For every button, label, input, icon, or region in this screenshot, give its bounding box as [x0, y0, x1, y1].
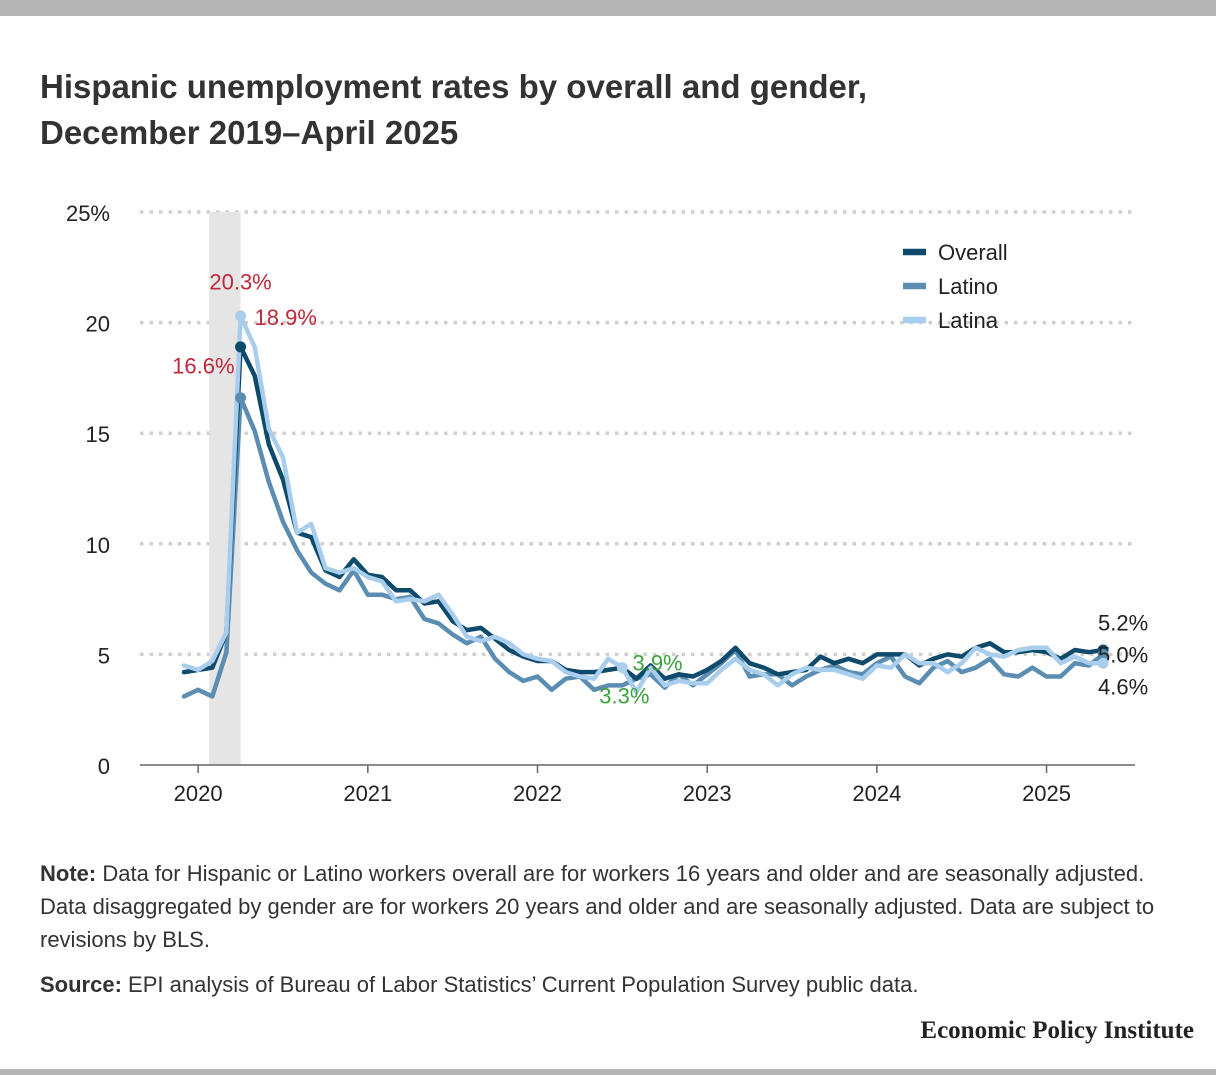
annotation-marker: [235, 310, 247, 322]
legend-label-overall: Overall: [938, 240, 1008, 265]
x-tick-label: 2020: [174, 781, 223, 806]
x-tick-label: 2023: [683, 781, 732, 806]
epi-logo-text: Economic Policy Institute: [920, 1017, 1194, 1044]
y-tick-label: 10: [86, 533, 110, 558]
annotation-peak-label: 16.6%: [172, 353, 234, 378]
chart-title-line-1: Hispanic unemployment rates by overall a…: [40, 68, 868, 105]
chart-title-line-2: December 2019–April 2025: [40, 114, 459, 151]
series-end-marker-latina: [1097, 657, 1109, 669]
annotation-marker: [235, 392, 247, 404]
y-tick-label: 5: [98, 643, 110, 668]
x-tick-label: 2022: [513, 781, 562, 806]
source-label: Source:: [40, 972, 122, 997]
source-text: EPI analysis of Bureau of Labor Statisti…: [128, 972, 919, 997]
annotation-marker: [235, 341, 247, 353]
annotation-marker: [616, 662, 628, 674]
x-tick-label: 2021: [343, 781, 392, 806]
note: Note: Data for Hispanic or Latino worker…: [40, 857, 1190, 956]
end-value-label-latina: 4.6%: [1098, 674, 1148, 699]
end-value-label-overall: 5.2%: [1098, 610, 1148, 635]
top-border: [0, 0, 1216, 16]
series-end-marker-latino: [1097, 648, 1109, 660]
data-series: [181, 313, 1106, 699]
notes-block: Note: Data for Hispanic or Latino worker…: [40, 857, 1190, 1001]
y-tick-label: 0: [98, 754, 110, 779]
annotation-low-label: 3.3%: [599, 684, 649, 709]
note-text: Data for Hispanic or Latino workers over…: [40, 861, 1155, 952]
annotation-peak-label: 18.9%: [255, 305, 317, 330]
legend-label-latina: Latina: [938, 308, 999, 333]
y-tick-label: 20: [86, 312, 110, 337]
source: Source: EPI analysis of Bureau of Labor …: [40, 968, 1190, 1001]
bottom-border: [0, 1069, 1216, 1075]
chart-title: Hispanic unemployment rates by overall a…: [40, 64, 1140, 156]
note-label: Note:: [40, 861, 97, 886]
axes: 0 5 10 15 20 25% 2020 2021 2022 2023 2024 2025: [66, 201, 1135, 806]
series-line-latina: [181, 313, 1106, 695]
x-tick-label: 2025: [1022, 781, 1071, 806]
annotations: 5.2%5.0%4.6%20.3%18.9%16.6%3.9%3.3%: [172, 269, 1148, 708]
annotation-peak-label: 20.3%: [209, 269, 271, 294]
annotation-low-label: 3.9%: [632, 651, 682, 676]
y-tick-label: 15: [86, 422, 110, 447]
legend-label-latino: Latino: [938, 274, 998, 299]
legend: Overall Latino Latina: [903, 240, 1008, 333]
y-tick-label: 25%: [66, 201, 110, 226]
line-chart: 0 5 10 15 20 25% 2020 2021 2022 2023 2024 2025 5.2%…: [66, 201, 1148, 806]
series-line-overall: [181, 344, 1106, 681]
x-tick-label: 2024: [852, 781, 901, 806]
